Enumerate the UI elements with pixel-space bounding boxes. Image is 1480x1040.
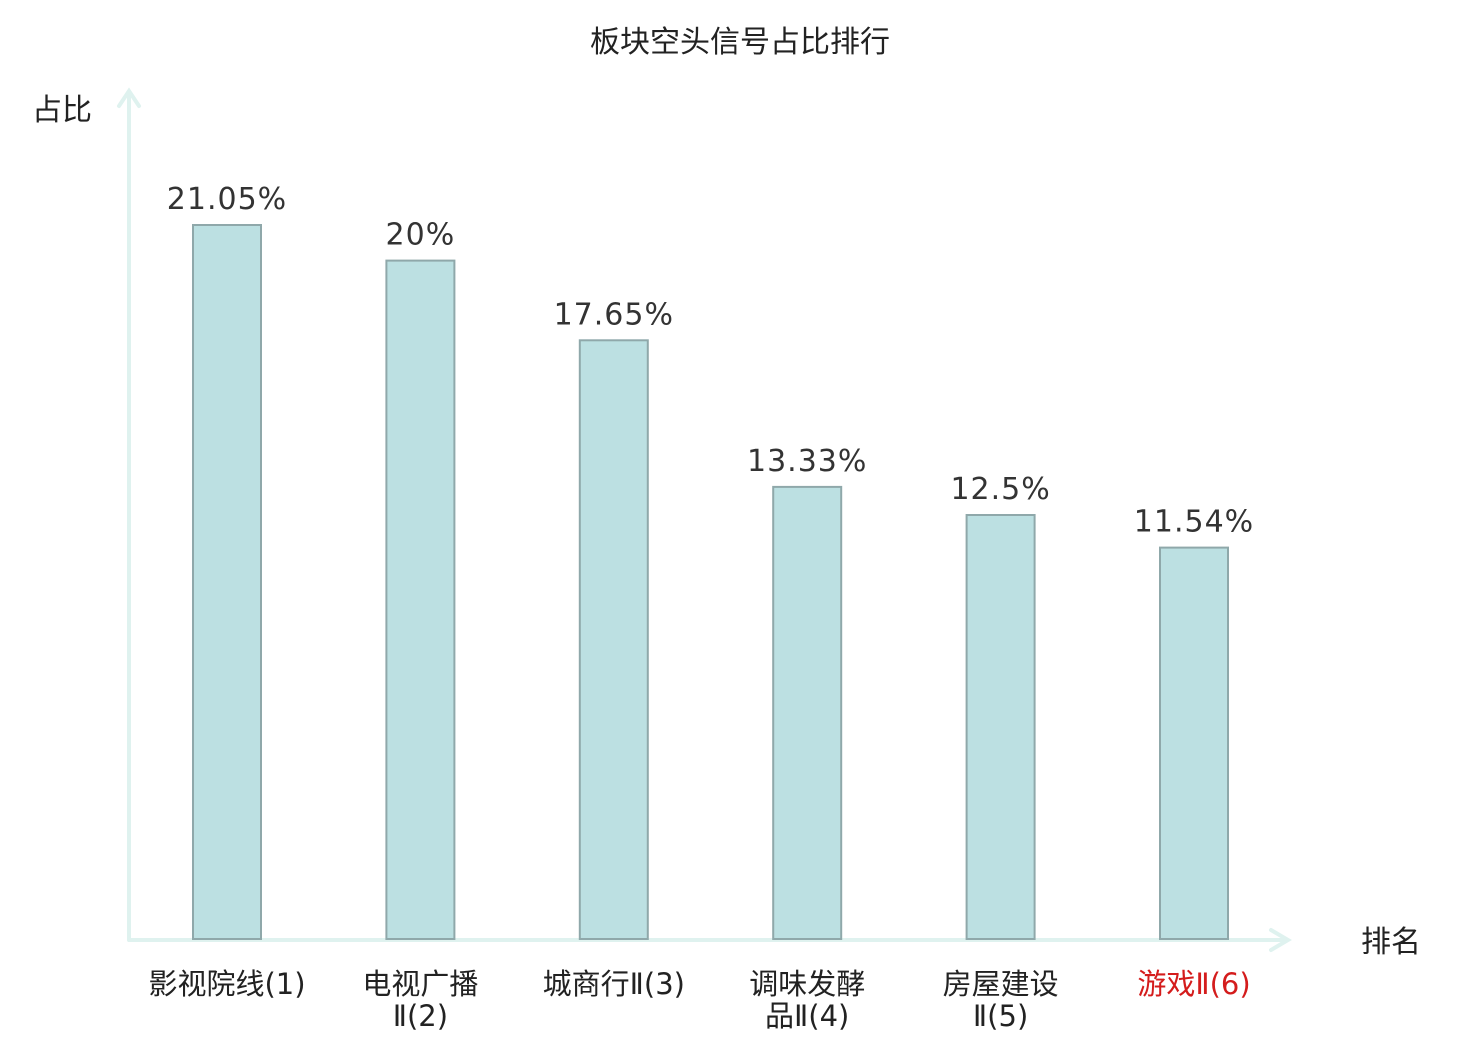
category-label-4-line-2: 品Ⅱ(4) — [765, 999, 849, 1033]
bar-4 — [772, 485, 843, 940]
value-label-5: 12.5% — [950, 472, 1050, 507]
x-axis — [127, 928, 1292, 952]
bar-1 — [192, 224, 262, 940]
value-labels: 21.05% 20% 17.65% 13.33% 12.5% 11.54% — [167, 182, 1254, 540]
chart-title: 板块空头信号占比排行 — [590, 25, 890, 60]
category-label-6: 游戏Ⅱ(6) — [1137, 967, 1250, 1001]
y-axis-arrowhead — [117, 87, 141, 108]
y-axis-label: 占比 — [32, 93, 92, 128]
bar-6 — [1159, 546, 1229, 940]
bars — [192, 224, 1229, 941]
bar-3 — [578, 339, 649, 940]
category-label-3: 城商行Ⅱ(3) — [543, 967, 685, 1001]
value-label-3: 17.65% — [554, 297, 674, 332]
x-axis-label: 排名 — [1361, 925, 1421, 960]
value-label-4: 13.33% — [747, 444, 867, 479]
category-label-5-line-2: Ⅱ(5) — [973, 999, 1028, 1033]
category-label-5-line-1: 房屋建设 — [943, 967, 1059, 1001]
value-label-2: 20% — [386, 218, 456, 253]
category-label-4-line-1: 调味发酵 — [749, 967, 865, 1001]
value-label-1: 21.05% — [167, 182, 287, 217]
x-axis-arrowhead — [1269, 928, 1292, 952]
y-axis — [117, 87, 141, 942]
bar-2 — [385, 259, 456, 941]
value-label-6: 11.54% — [1134, 505, 1254, 540]
category-label-2-line-2: Ⅱ(2) — [393, 999, 448, 1033]
category-label-2-line-1: 电视广播 — [362, 967, 478, 1001]
category-label-1: 影视院线(1) — [148, 967, 305, 1001]
bar-5 — [965, 514, 1036, 940]
